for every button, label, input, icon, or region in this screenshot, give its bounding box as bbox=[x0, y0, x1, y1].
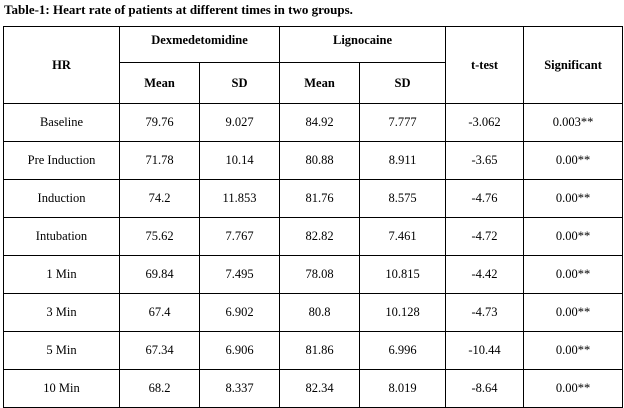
t-test-cell: -4.72 bbox=[445, 217, 525, 256]
lig-mean-cell: 80.8 bbox=[279, 293, 361, 332]
header-significant: Significant bbox=[523, 26, 624, 104]
significant-cell: 0.00** bbox=[523, 217, 624, 256]
lig-sd-cell: 8.911 bbox=[359, 141, 447, 180]
significant-cell: 0.003** bbox=[523, 103, 624, 142]
significant-cell: 0.00** bbox=[523, 179, 624, 218]
significant-cell: 0.00** bbox=[523, 293, 624, 332]
table-row: 1 Min 69.84 7.495 78.08 10.815 -4.42 0.00** bbox=[3, 255, 624, 294]
dex-mean-cell: 75.62 bbox=[119, 217, 200, 256]
header-dex-sd: SD bbox=[198, 62, 281, 104]
significant-cell: 0.00** bbox=[523, 331, 624, 370]
lig-sd-cell: 7.777 bbox=[359, 103, 447, 142]
dex-mean-cell: 74.2 bbox=[119, 179, 200, 218]
dex-sd-cell: 8.337 bbox=[198, 369, 281, 408]
dex-sd-cell: 11.853 bbox=[198, 179, 281, 218]
table-row: 5 Min 67.34 6.906 81.86 6.996 -10.44 0.00** bbox=[3, 331, 624, 370]
lig-mean-cell: 80.88 bbox=[279, 141, 361, 180]
lig-mean-cell: 82.34 bbox=[279, 369, 361, 408]
header-hr: HR bbox=[3, 26, 120, 104]
dex-mean-cell: 79.76 bbox=[119, 103, 200, 142]
header-lig-mean: Mean bbox=[279, 62, 361, 104]
header-dex-mean: Mean bbox=[119, 62, 200, 104]
lig-mean-cell: 84.92 bbox=[279, 103, 361, 142]
dex-mean-cell: 67.4 bbox=[119, 293, 200, 332]
lig-mean-cell: 81.86 bbox=[279, 331, 361, 370]
significant-cell: 0.00** bbox=[523, 141, 624, 180]
lig-mean-cell: 82.82 bbox=[279, 217, 361, 256]
dex-mean-cell: 67.34 bbox=[119, 331, 200, 370]
t-test-cell: -3.65 bbox=[445, 141, 525, 180]
dex-sd-cell: 10.14 bbox=[198, 141, 281, 180]
table-row: Baseline 79.76 9.027 84.92 7.777 -3.062 0.003*… bbox=[3, 103, 624, 142]
dex-mean-cell: 69.84 bbox=[119, 255, 200, 294]
row-label: 10 Min bbox=[3, 369, 120, 408]
t-test-cell: -4.76 bbox=[445, 179, 525, 218]
table-row: Intubation 75.62 7.767 82.82 7.461 -4.72 0.00*… bbox=[3, 217, 624, 256]
header-dexmedetomidine: Dexmedetomidine bbox=[118, 26, 281, 63]
row-label: 3 Min bbox=[3, 293, 120, 332]
table-row: Pre Induction 71.78 10.14 80.88 8.911 -3.65 0.… bbox=[3, 141, 624, 180]
t-test-cell: -10.44 bbox=[445, 331, 525, 370]
lig-mean-cell: 81.76 bbox=[279, 179, 361, 218]
table-body: Baseline 79.76 9.027 84.92 7.777 -3.062 0.003*… bbox=[3, 103, 624, 408]
dex-sd-cell: 6.906 bbox=[198, 331, 281, 370]
table-row: 10 Min 68.2 8.337 82.34 8.019 -8.64 0.00** bbox=[3, 369, 624, 408]
t-test-cell: -8.64 bbox=[445, 369, 525, 408]
row-label: 5 Min bbox=[3, 331, 120, 370]
table-caption: Table-1: Heart rate of patients at diffe… bbox=[4, 2, 353, 17]
table-row: 3 Min 67.4 6.902 80.8 10.128 -4.73 0.00** bbox=[3, 293, 624, 332]
row-label: Induction bbox=[3, 179, 120, 218]
lig-mean-cell: 78.08 bbox=[279, 255, 361, 294]
lig-sd-cell: 10.815 bbox=[359, 255, 447, 294]
dex-sd-cell: 7.767 bbox=[198, 217, 281, 256]
header-t-test: t-test bbox=[445, 26, 525, 104]
row-label: Pre Induction bbox=[3, 141, 120, 180]
header-lig-sd: SD bbox=[359, 62, 447, 104]
dex-mean-cell: 71.78 bbox=[119, 141, 200, 180]
heart-rate-table: HR Dexmedetomidine Lignocaine t-test Sig… bbox=[3, 26, 624, 408]
lig-sd-cell: 7.461 bbox=[359, 217, 447, 256]
dex-sd-cell: 6.902 bbox=[198, 293, 281, 332]
lig-sd-cell: 10.128 bbox=[359, 293, 447, 332]
header-lignocaine: Lignocaine bbox=[279, 26, 447, 63]
t-test-cell: -3.062 bbox=[445, 103, 525, 142]
lig-sd-cell: 8.019 bbox=[359, 369, 447, 408]
lig-sd-cell: 8.575 bbox=[359, 179, 447, 218]
t-test-cell: -4.73 bbox=[445, 293, 525, 332]
dex-mean-cell: 68.2 bbox=[119, 369, 200, 408]
row-label: Baseline bbox=[3, 103, 120, 142]
significant-cell: 0.00** bbox=[523, 369, 624, 408]
dex-sd-cell: 9.027 bbox=[198, 103, 281, 142]
significant-cell: 0.00** bbox=[523, 255, 624, 294]
lig-sd-cell: 6.996 bbox=[359, 331, 447, 370]
table-row: Induction 74.2 11.853 81.76 8.575 -4.76 0.00** bbox=[3, 179, 624, 218]
row-label: 1 Min bbox=[3, 255, 120, 294]
dex-sd-cell: 7.495 bbox=[198, 255, 281, 294]
t-test-cell: -4.42 bbox=[445, 255, 525, 294]
row-label: Intubation bbox=[3, 217, 120, 256]
